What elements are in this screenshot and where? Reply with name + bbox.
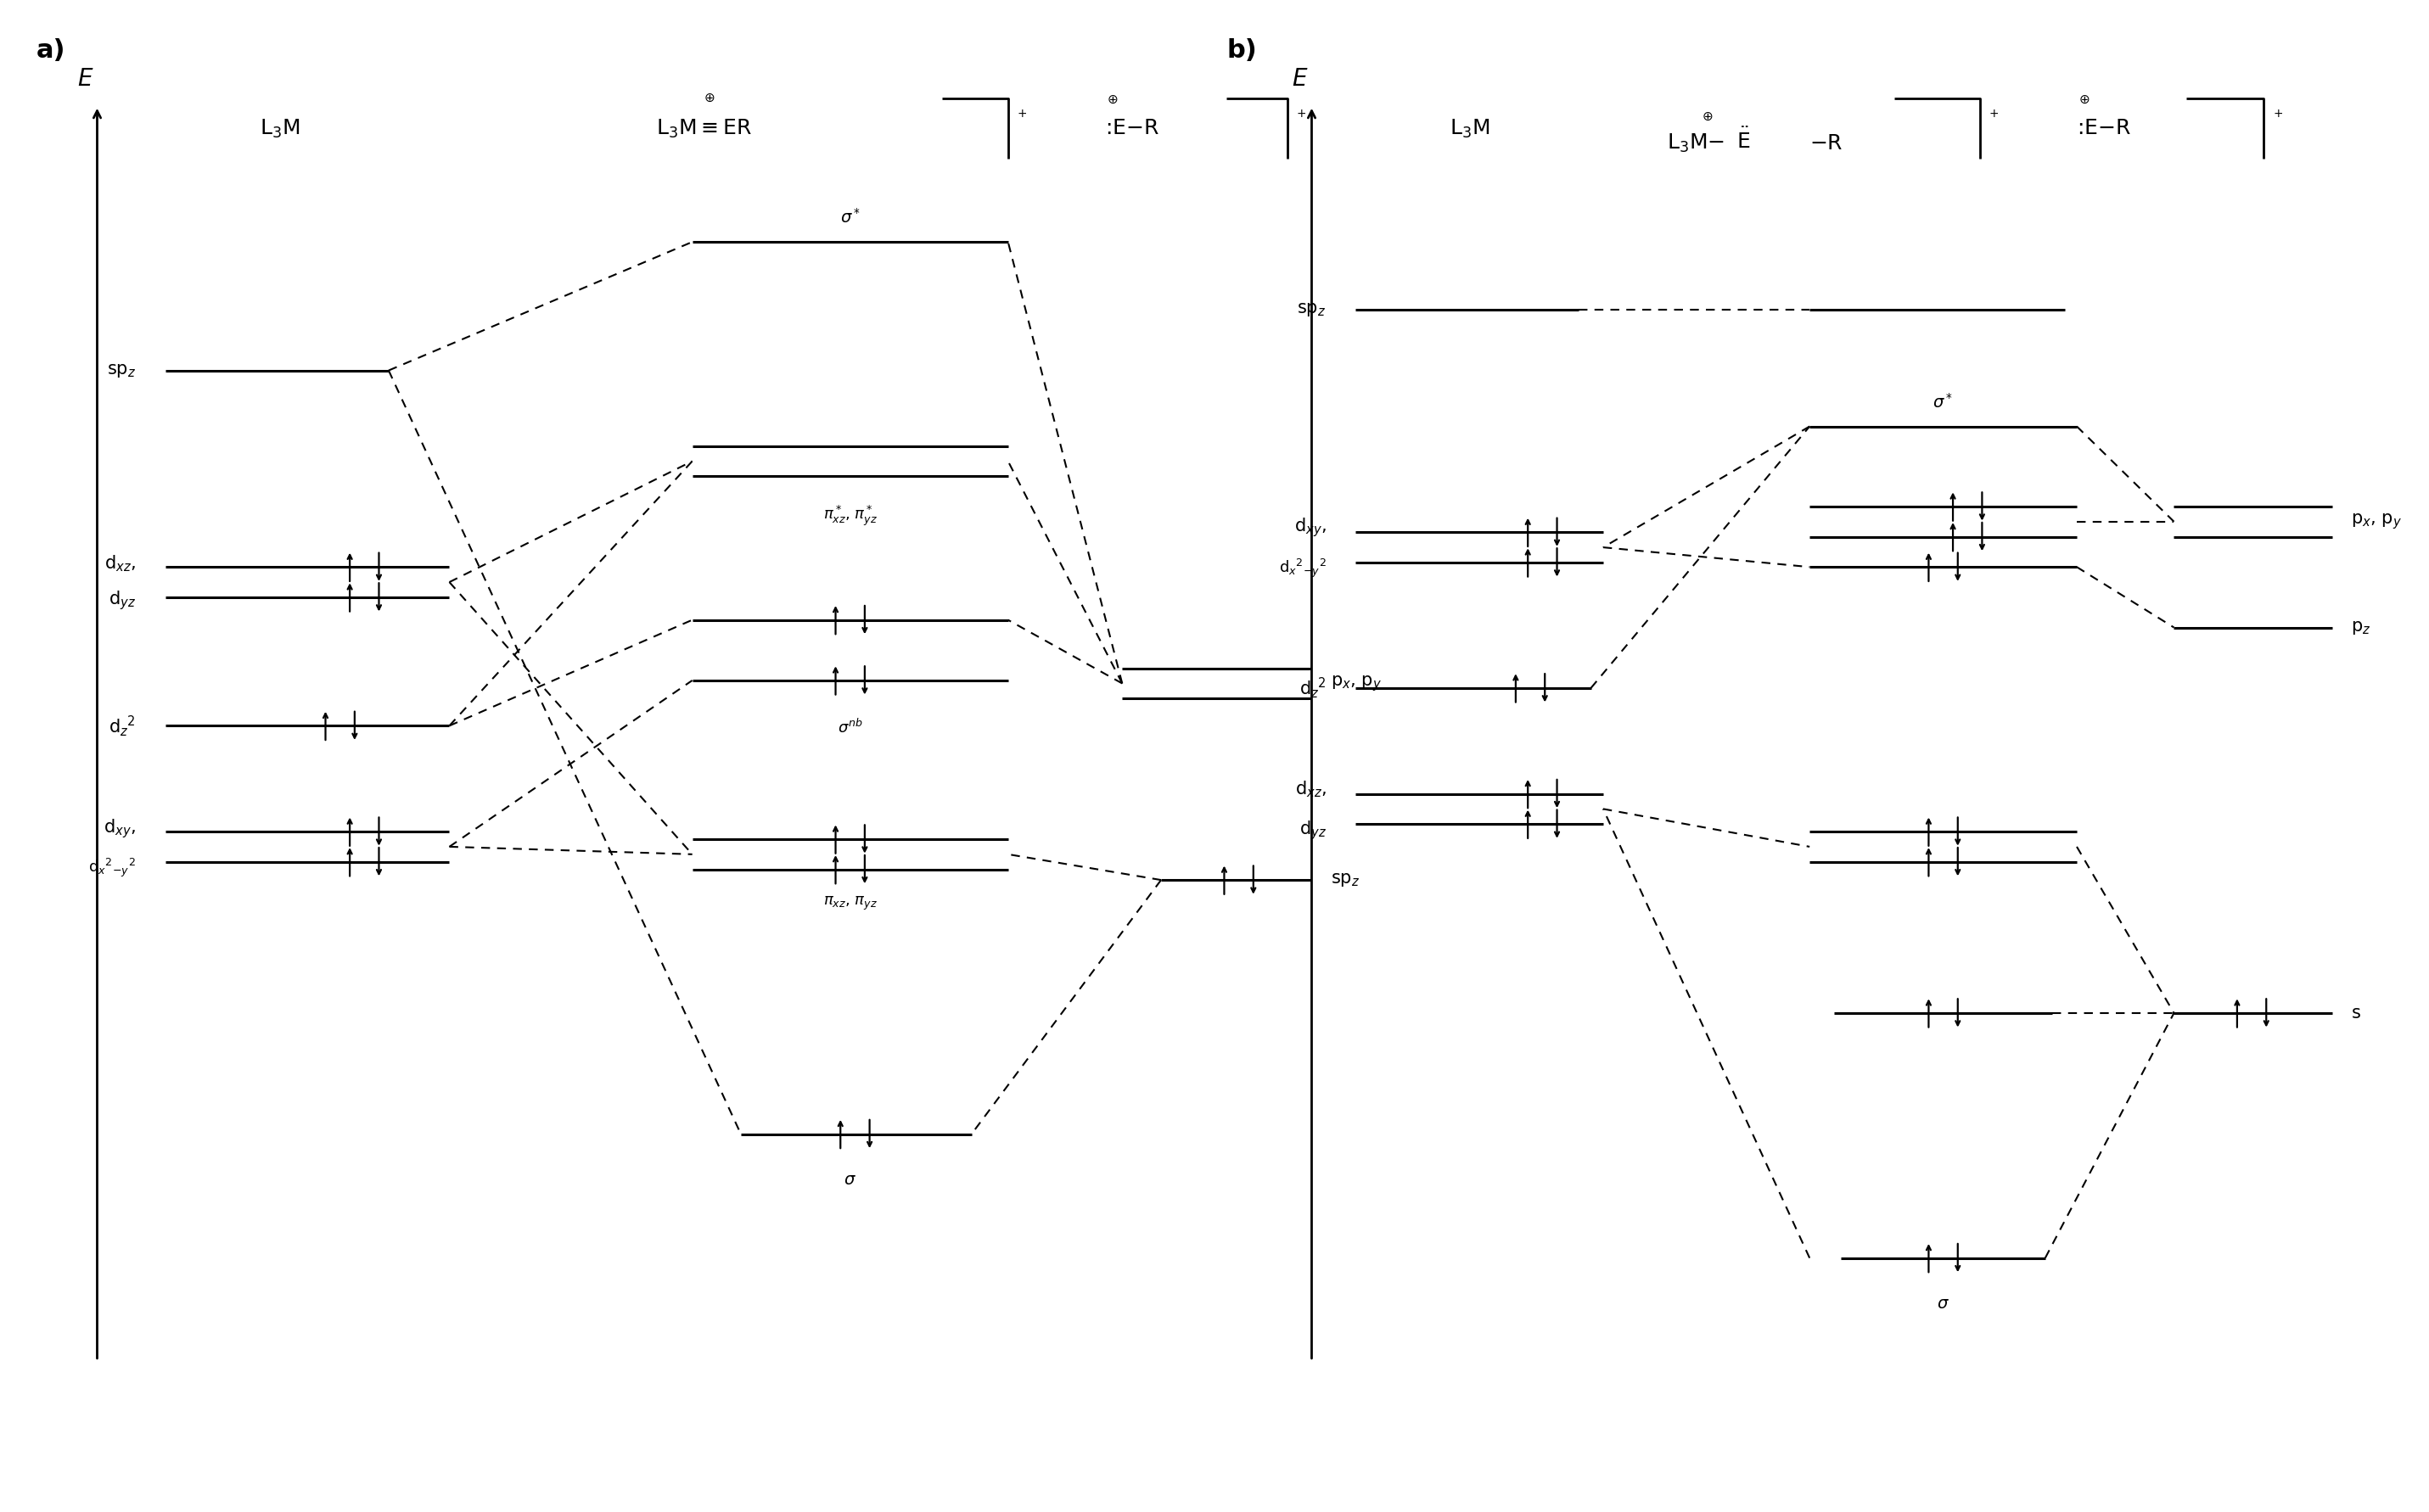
Text: $^+$: $^+$ — [2271, 109, 2283, 125]
Text: :E$-$R: :E$-$R — [2077, 118, 2130, 139]
Text: $\oplus$: $\oplus$ — [2079, 94, 2089, 106]
Text: $\sigma^*$: $\sigma^*$ — [1933, 393, 1953, 411]
Text: $^+$: $^+$ — [1987, 109, 1999, 125]
Text: d$_{xy}$,: d$_{xy}$, — [1295, 516, 1326, 540]
Text: d$_{xy}$,: d$_{xy}$, — [104, 816, 136, 841]
Text: $\oplus$: $\oplus$ — [1703, 110, 1712, 122]
Text: d$_z$$^2$: d$_z$$^2$ — [109, 714, 136, 738]
Text: $\sigma^{nb}$: $\sigma^{nb}$ — [838, 718, 862, 736]
Text: L$_3$M: L$_3$M — [1450, 118, 1489, 139]
Text: d$_{yz}$: d$_{yz}$ — [1300, 818, 1326, 842]
Text: p$_x$, p$_y$: p$_x$, p$_y$ — [1331, 674, 1382, 692]
Text: $^+$: $^+$ — [1295, 109, 1307, 125]
Text: a): a) — [36, 38, 66, 62]
Text: L$_3$M$\equiv$ER: L$_3$M$\equiv$ER — [656, 118, 751, 139]
Text: p$_z$: p$_z$ — [2351, 618, 2371, 637]
Text: $\ddot{\mathrm{E}}$: $\ddot{\mathrm{E}}$ — [1737, 129, 1751, 153]
Text: d$_{xz}$,: d$_{xz}$, — [1295, 779, 1326, 800]
Text: $\sigma$: $\sigma$ — [843, 1172, 857, 1188]
Text: d$_x$$^2$$_{-y}$$^2$: d$_x$$^2$$_{-y}$$^2$ — [1278, 558, 1326, 579]
Text: d$_x$$^2$$_{-y}$$^2$: d$_x$$^2$$_{-y}$$^2$ — [87, 857, 136, 878]
Text: $\oplus$: $\oplus$ — [1108, 94, 1117, 106]
Text: sp$_z$: sp$_z$ — [1297, 301, 1326, 319]
Text: :E$-$R: :E$-$R — [1105, 118, 1159, 139]
Text: sp$_z$: sp$_z$ — [107, 361, 136, 380]
Text: p$_x$, p$_y$: p$_x$, p$_y$ — [2351, 513, 2402, 531]
Text: sp$_z$: sp$_z$ — [1331, 871, 1360, 889]
Text: $^+$: $^+$ — [1015, 109, 1027, 125]
Text: s: s — [2351, 1004, 2361, 1022]
Text: L$_3$M: L$_3$M — [260, 118, 299, 139]
Text: $\pi^*_{xz}$, $\pi^*_{yz}$: $\pi^*_{xz}$, $\pi^*_{yz}$ — [823, 503, 877, 528]
Text: $\sigma^*$: $\sigma^*$ — [840, 209, 860, 227]
Text: $-$R: $-$R — [1810, 133, 1844, 154]
Text: $\pi_{xz}$, $\pi_{yz}$: $\pi_{xz}$, $\pi_{yz}$ — [823, 895, 877, 912]
Text: $\oplus$: $\oplus$ — [704, 92, 714, 104]
Text: d$_{yz}$: d$_{yz}$ — [109, 588, 136, 612]
Text: E: E — [78, 67, 92, 91]
Text: E: E — [1292, 67, 1307, 91]
Text: $\sigma$: $\sigma$ — [1936, 1296, 1950, 1312]
Text: L$_3$M$-$: L$_3$M$-$ — [1666, 133, 1725, 154]
Text: d$_z$$^2$: d$_z$$^2$ — [1300, 676, 1326, 700]
Text: d$_{xz}$,: d$_{xz}$, — [104, 553, 136, 575]
Text: b): b) — [1227, 38, 1256, 62]
